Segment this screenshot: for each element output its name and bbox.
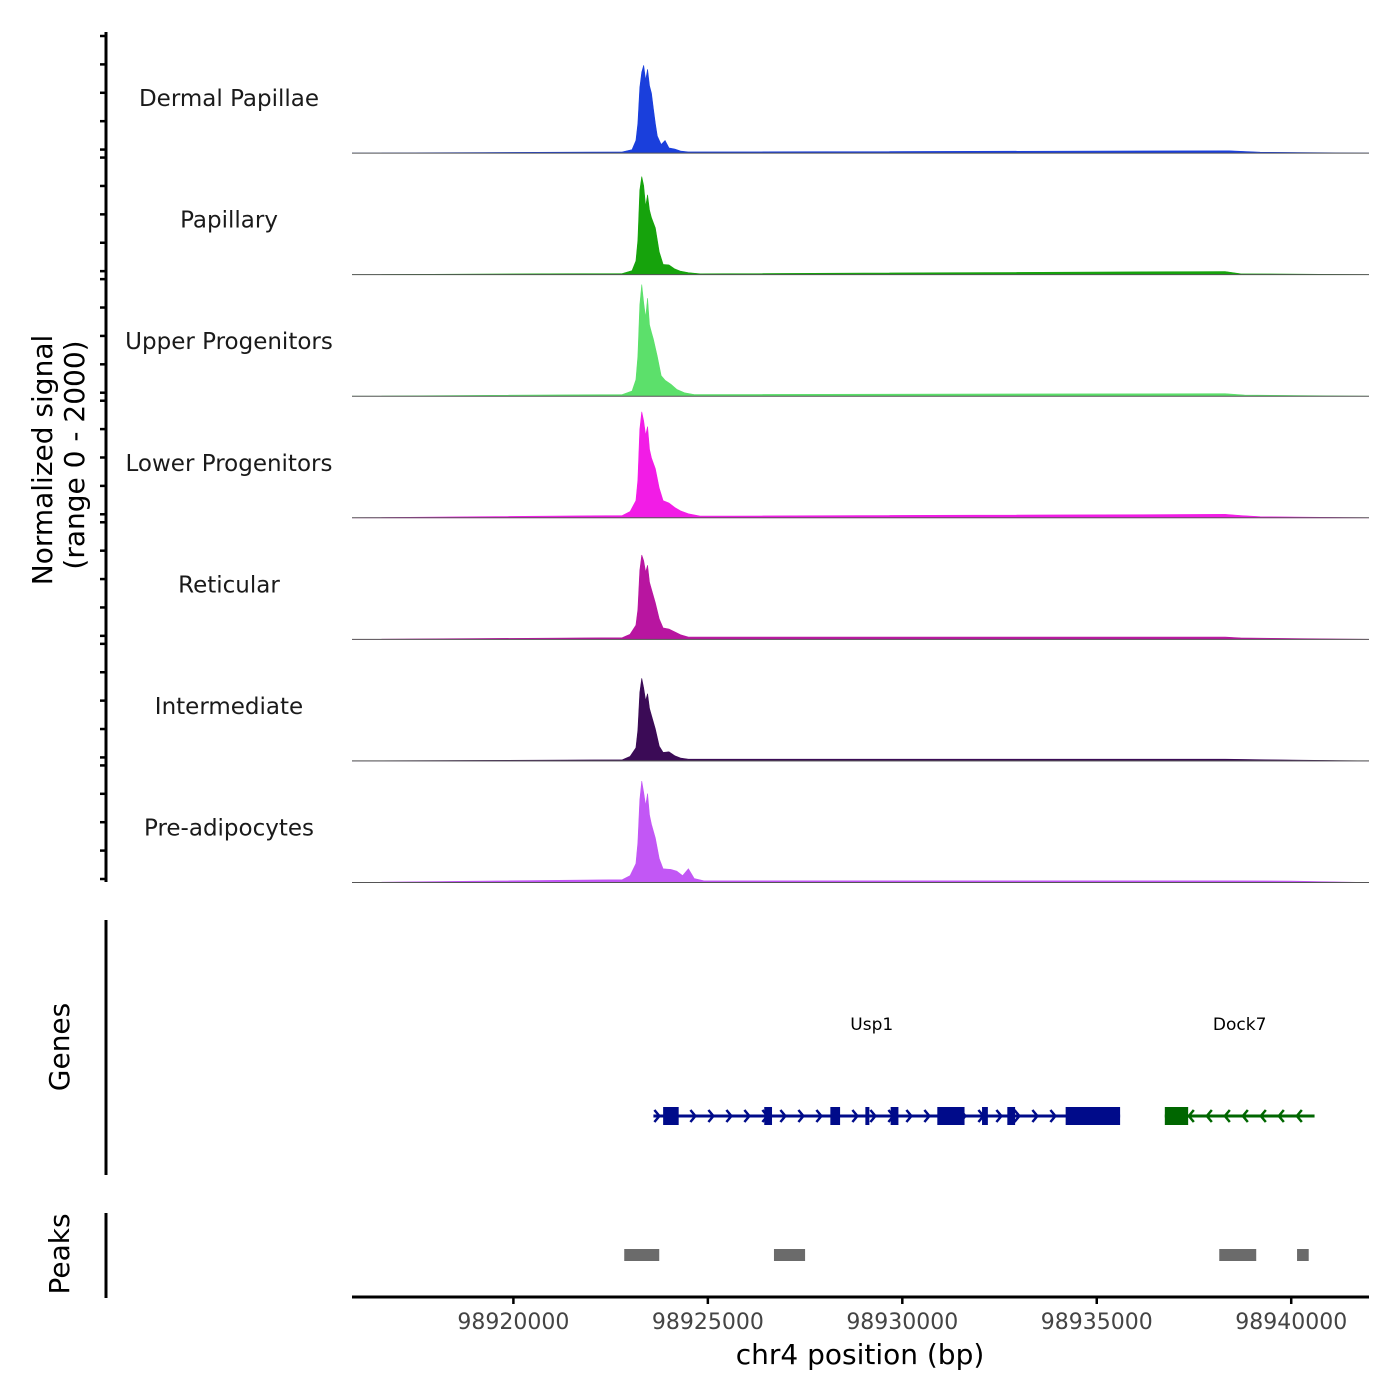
strand-arrow <box>869 1109 878 1123</box>
x-tick-label: 98925000 <box>652 1310 764 1335</box>
strand-arrow <box>1049 1109 1058 1123</box>
peaks-track-title: Peaks <box>43 1213 76 1294</box>
exon-usp1 <box>764 1107 773 1125</box>
strand-arrow <box>707 1109 716 1123</box>
strand-arrow <box>815 1109 824 1123</box>
peak-region <box>1297 1249 1309 1261</box>
coverage-area-papillary <box>351 176 1370 275</box>
strand-arrow <box>851 1109 860 1123</box>
strand-arrow <box>1259 1109 1267 1123</box>
strand-arrow <box>1031 1109 1040 1123</box>
exon-usp1 <box>865 1107 870 1125</box>
track-label: Lower Progenitors <box>126 451 333 477</box>
genes-track-title: Genes <box>43 1003 76 1091</box>
x-tick-label: 98920000 <box>457 1310 569 1335</box>
coverage-area-pre-adipocytes <box>351 780 1370 883</box>
x-tick-label: 98930000 <box>846 1310 958 1335</box>
strand-arrow <box>905 1109 914 1123</box>
strand-arrow <box>1241 1109 1249 1123</box>
exon-usp1 <box>1007 1107 1016 1125</box>
coverage-area-intermediate <box>351 678 1370 762</box>
strand-arrow <box>1013 1109 1022 1123</box>
track-label: Reticular <box>178 572 280 598</box>
track-label: Dermal Papillae <box>139 86 319 112</box>
left-axes <box>100 32 108 1298</box>
strand-arrow <box>1277 1109 1285 1123</box>
peak-region <box>1219 1249 1257 1261</box>
x-tick-label: 98935000 <box>1041 1310 1153 1335</box>
exon-usp1 <box>937 1107 965 1125</box>
coverage-area-upper-progenitors <box>351 284 1370 397</box>
exon-usp1 <box>663 1107 679 1125</box>
x-axis-title: chr4 position (bp) <box>736 1338 985 1371</box>
exon-usp1 <box>830 1107 841 1125</box>
gene-label-dock7: Dock7 <box>1213 1015 1267 1035</box>
strand-arrow <box>725 1109 734 1123</box>
coverage-area-lower-progenitors <box>351 411 1370 519</box>
gene-label-usp1: Usp1 <box>850 1015 893 1035</box>
exon-usp1 <box>1065 1107 1121 1125</box>
strand-arrow <box>797 1109 806 1123</box>
x-tick-label: 98940000 <box>1235 1310 1347 1335</box>
strand-arrow <box>995 1109 1004 1123</box>
strand-arrow <box>1205 1109 1213 1123</box>
exon-dock7 <box>1164 1107 1189 1125</box>
peak-region <box>624 1249 660 1261</box>
exon-usp1 <box>982 1107 988 1125</box>
strand-arrow <box>1223 1109 1231 1123</box>
coverage-area-dermal-papillae <box>351 65 1370 154</box>
strand-arrow <box>1187 1109 1195 1123</box>
strand-arrow <box>923 1109 932 1123</box>
x-axis: 98920000 98925000 98930000 98935000 98940000 <box>352 1295 1369 1335</box>
y-axis-title-line1: Normalized signal <box>26 335 59 586</box>
track-label: Upper Progenitors <box>125 329 333 355</box>
coverage-area-reticular <box>351 554 1370 640</box>
coverage-tracks: Dermal Papillae Papillary Upper Progenitor… <box>125 65 1370 883</box>
gene-track: Usp1 Dock7 <box>653 1015 1315 1125</box>
track-label: Intermediate <box>155 694 303 720</box>
peak-track <box>624 1249 1309 1261</box>
strand-arrow <box>653 1109 662 1123</box>
strand-arrow <box>1295 1109 1303 1123</box>
y-axis-title-line2: (range 0 - 2000) <box>58 340 91 569</box>
peak-region <box>773 1249 806 1261</box>
track-label: Pre-adipocytes <box>144 815 314 841</box>
strand-arrow <box>779 1109 788 1123</box>
exon-usp1 <box>890 1107 899 1125</box>
track-label: Papillary <box>180 208 278 234</box>
strand-arrow <box>743 1109 752 1123</box>
strand-arrow <box>689 1109 698 1123</box>
